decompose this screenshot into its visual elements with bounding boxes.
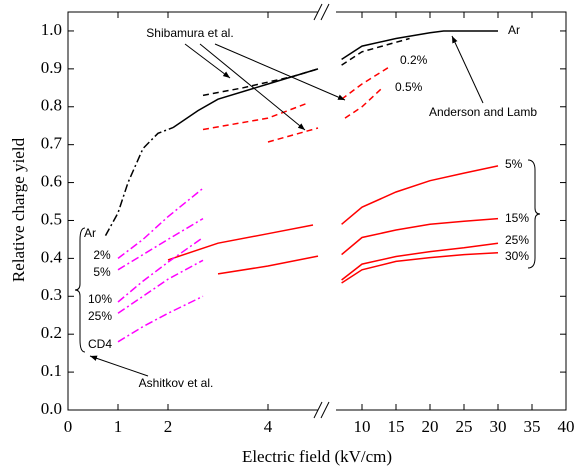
series-line bbox=[167, 165, 499, 261]
series-label: 15% bbox=[505, 211, 529, 225]
y-tick-label: 0.4 bbox=[41, 247, 63, 266]
y-tick-label: 0.5 bbox=[41, 209, 62, 228]
y-tick-label: 0.3 bbox=[41, 285, 62, 304]
series-label: 5% bbox=[505, 157, 523, 171]
x-tick-label: 2 bbox=[164, 417, 173, 436]
series-line bbox=[117, 295, 204, 343]
series-label: CD4 bbox=[88, 337, 112, 351]
series-line bbox=[267, 87, 383, 143]
series-line bbox=[117, 217, 204, 271]
y-tick-label: 0.2 bbox=[41, 323, 62, 342]
axis-break bbox=[313, 401, 323, 419]
x-tick-label: 1 bbox=[114, 417, 123, 436]
x-tick-label: 20 bbox=[422, 417, 439, 436]
y-tick-label: 0.1 bbox=[41, 361, 62, 380]
x-tick-label: 10 bbox=[354, 417, 371, 436]
annotation: Anderson and Lamb bbox=[429, 105, 537, 119]
series-label: 25% bbox=[505, 233, 529, 247]
series-line bbox=[104, 126, 174, 236]
arrows bbox=[74, 35, 541, 377]
x-tick-label: 25 bbox=[456, 417, 473, 436]
plot-frame bbox=[67, 11, 567, 411]
series-label: 5% bbox=[93, 265, 111, 279]
series-line bbox=[217, 217, 499, 275]
x-tick-label: 0 bbox=[64, 417, 73, 436]
series-label: 0.5% bbox=[395, 80, 423, 94]
y-tick-label: 0.6 bbox=[41, 171, 62, 190]
series-line bbox=[117, 236, 204, 303]
plot-area: 0.0 0.1 0.2 0.3 0.4 0.5 0.6 0.7 0.8 0.9 1.0 0 1 2 4 10 1… bbox=[41, 3, 575, 436]
x-tick-label: 4 bbox=[264, 417, 273, 436]
x-tick-label: 15 bbox=[388, 417, 405, 436]
y-tick-label: 0.8 bbox=[41, 96, 62, 115]
series-line bbox=[341, 251, 499, 284]
axis-break bbox=[320, 3, 330, 21]
series-line bbox=[117, 187, 204, 259]
y-axis-title: Relative charge yield bbox=[9, 137, 28, 282]
y-tick-label: 0.7 bbox=[41, 134, 63, 153]
series-label: Ar bbox=[84, 226, 96, 240]
x-axis-title: Electric field (kV/cm) bbox=[242, 447, 392, 466]
series-label: 10% bbox=[88, 292, 112, 306]
y-tick-label: 0.9 bbox=[41, 58, 62, 77]
axis-break bbox=[320, 401, 330, 419]
y-tick-label: 0.0 bbox=[41, 399, 62, 418]
axis-break bbox=[313, 3, 323, 21]
series-label: 30% bbox=[505, 249, 529, 263]
annotation: Shibamura et al. bbox=[146, 26, 233, 40]
x-tick-label: 30 bbox=[490, 417, 507, 436]
annotation: Ashitkov et al. bbox=[139, 376, 214, 390]
series-line bbox=[341, 242, 499, 281]
x-tick-label: 40 bbox=[558, 417, 575, 436]
series-line bbox=[117, 259, 204, 314]
series-label: 25% bbox=[88, 309, 112, 323]
series-line bbox=[202, 37, 410, 97]
series-label: 2% bbox=[93, 248, 111, 262]
x-tick-label: 35 bbox=[524, 417, 541, 436]
series-label: Ar bbox=[508, 23, 520, 37]
y-tick-label: 1.0 bbox=[41, 20, 62, 39]
series-label: 0.2% bbox=[400, 53, 428, 67]
series-line bbox=[202, 66, 390, 131]
